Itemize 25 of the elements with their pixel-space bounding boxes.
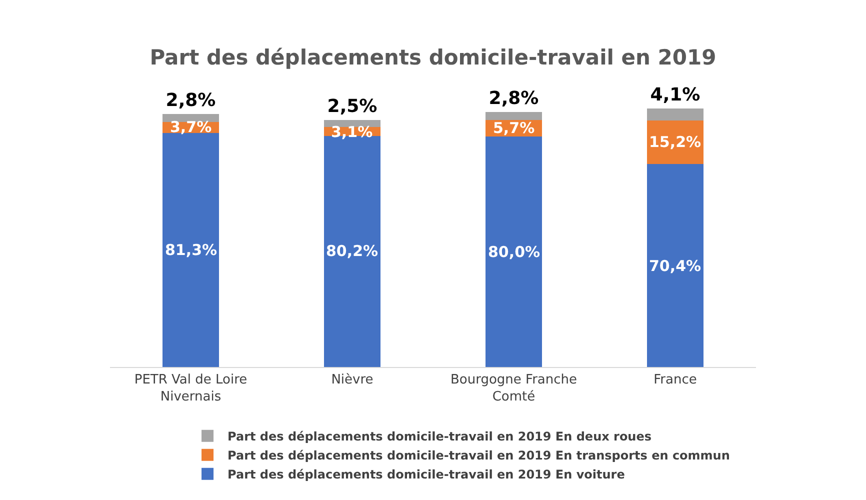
legend-label: Part des déplacements domicile-travail en 2019 En transports en commun [228, 448, 730, 463]
data-label: 3,7% [170, 118, 212, 136]
bar [162, 132, 220, 367]
legend-label: Part des déplacements domicile-travail en 2019 En voiture [228, 468, 625, 482]
x-tick-label: Bourgogne Franche Comté [450, 372, 578, 404]
data-label: 2,8% [488, 88, 539, 110]
x-tick-label: Nièvre [331, 372, 374, 388]
data-label: 81,3% [165, 241, 218, 259]
bar [485, 112, 542, 120]
data-label: 80,2% [326, 242, 378, 260]
bar [646, 164, 704, 367]
data-label: 2,5% [327, 96, 378, 117]
bar [646, 108, 704, 120]
chart-title: Part des déplacements domicile-travail en 2019 [150, 46, 716, 70]
data-label: 5,7% [493, 119, 535, 137]
x-tick-label: France [654, 372, 697, 388]
bar [485, 136, 542, 367]
bar [162, 114, 220, 122]
data-label: 80,0% [488, 243, 540, 261]
data-label: 2,8% [166, 90, 216, 112]
data-label: 15,2% [649, 133, 702, 151]
data-label: 70,4% [649, 257, 702, 275]
legend-label: Part des déplacements domicile-travail en 2019 En deux roues [228, 430, 652, 444]
data-label: 4,1% [650, 84, 700, 106]
x-tick-label: PETR Val de Loire Nivernais [134, 372, 248, 404]
